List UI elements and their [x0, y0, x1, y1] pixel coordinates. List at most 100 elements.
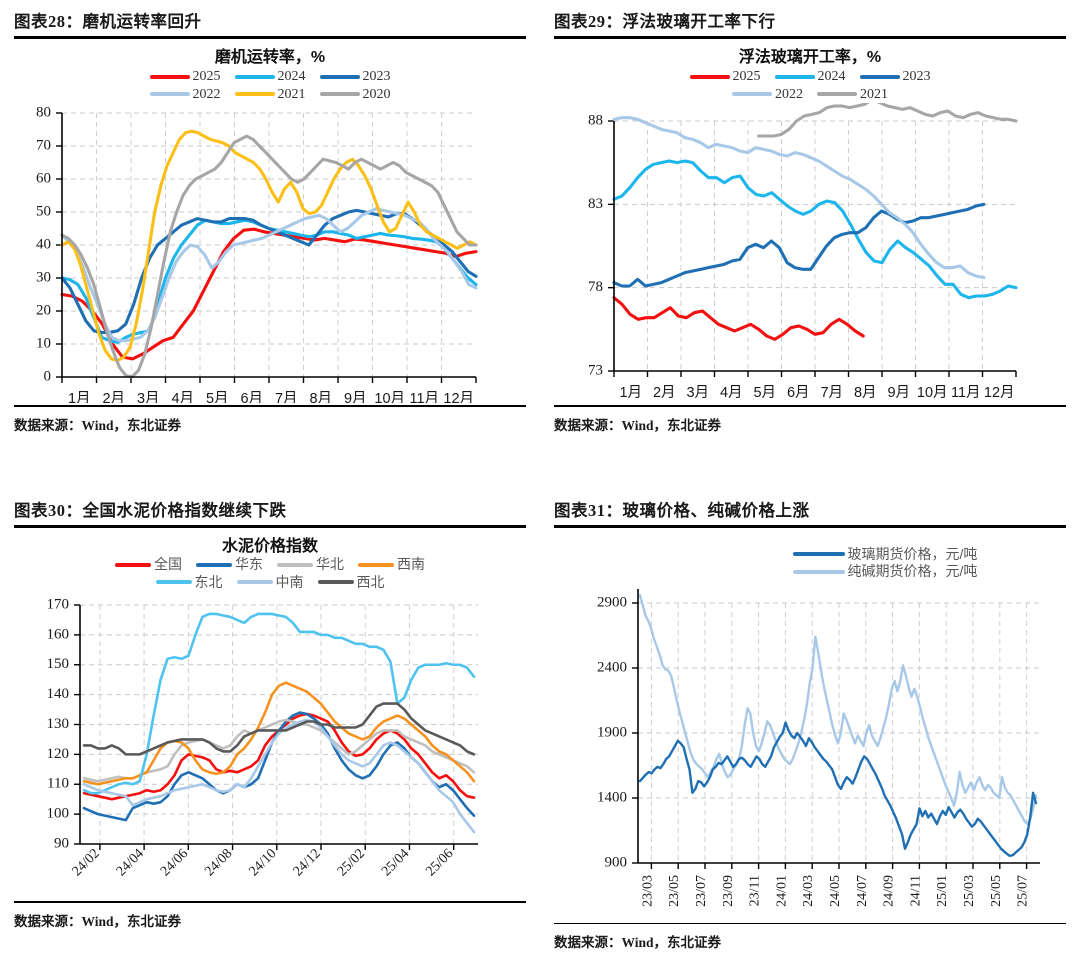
series-line-中南 [82, 718, 476, 834]
legend-color-swatch [236, 580, 273, 585]
series-line-2022 [612, 116, 986, 280]
legend-item[interactable]: 2022 [732, 86, 803, 104]
x-axis-tick-label: 2月 [653, 385, 676, 401]
legend-item-label: 华东 [235, 556, 263, 573]
x-axis-tick-label: 8月 [309, 391, 332, 403]
x-axis-tick-label: 23/05 [667, 875, 682, 907]
legend-item-label: 2023 [362, 69, 391, 85]
x-axis-tick-label: 4月 [720, 385, 743, 401]
y-axis-tick-label: 1900 [597, 724, 627, 740]
series-line-华北 [82, 718, 476, 783]
figure-31-divider [554, 525, 1066, 528]
x-axis-tick-label: 25/04 [379, 846, 412, 879]
y-axis-tick-label: 60 [36, 171, 51, 187]
x-axis-tick-label: 23/07 [694, 875, 709, 907]
chart-30-legend: 全国 华东 华北 西南东北 中南 西北 [0, 556, 540, 591]
series-line-2024 [612, 159, 1018, 300]
series-line-纯碱期货价格，元/吨 [638, 593, 1038, 825]
y-axis-tick-label: 40 [36, 237, 51, 253]
legend-color-swatch [149, 92, 190, 97]
legend-item[interactable]: 2024 [774, 68, 846, 86]
x-axis-tick-label: 1月 [68, 391, 91, 403]
legend-item[interactable]: 2023 [859, 68, 931, 86]
y-axis-tick-label: 150 [47, 656, 70, 672]
series-line-2025 [60, 227, 478, 361]
legend-color-swatch [358, 562, 394, 567]
series-line-2025 [612, 296, 865, 342]
legend-row: 玻璃期货价格，元/吨 [690, 546, 1080, 564]
x-axis-tick-label: 5月 [206, 391, 229, 403]
y-axis-tick-label: 170 [47, 597, 70, 613]
legend-item[interactable]: 2024 [234, 68, 306, 86]
legend-item[interactable]: 2022 [149, 86, 221, 104]
legend-item-label: 玻璃期货价格，元/吨 [847, 545, 978, 562]
legend-item[interactable]: 2021 [817, 86, 888, 104]
legend-color-swatch [317, 580, 354, 585]
y-axis-tick-label: 70 [36, 138, 51, 154]
legend-item[interactable]: 西北 [317, 574, 385, 592]
legend-item[interactable]: 2023 [319, 68, 391, 86]
legend-color-swatch [155, 580, 192, 585]
legend-item[interactable]: 2025 [689, 68, 761, 86]
legend-row: 东北 中南 西北 [0, 574, 540, 592]
legend-item[interactable]: 华北 [277, 556, 344, 574]
legend-color-swatch [817, 92, 857, 97]
x-axis-tick-label: 8月 [854, 385, 877, 401]
legend-item-label: 全国 [154, 556, 182, 573]
chart-31-plot: 900 1400 1900 2400 2900 23/03 23/05 23/07 23/09 2… [540, 581, 1080, 921]
figure-30-title: 图表30：全国水泥价格指数继续下跌 [14, 501, 287, 520]
figure-30-footer-divider [14, 901, 526, 903]
chart-29-legend: 2025 2024 2023 2022 2021 [540, 68, 1080, 103]
legend-item[interactable]: 全国 [115, 556, 182, 574]
panel-figure-29: 图表29：浮法玻璃开工率下行 浮法玻璃开工率，% 2025 2024 2023 202… [540, 0, 1080, 489]
x-axis-tick-label: 25/06 [423, 846, 456, 879]
y-axis-tick-label: 110 [47, 776, 69, 792]
x-axis-tick-label: 24/02 [70, 846, 103, 879]
x-axis-tick-label: 24/05 [828, 875, 843, 907]
legend-item[interactable]: 西南 [358, 556, 425, 574]
figure-28-divider [14, 36, 526, 39]
x-axis-tick-label: 23/03 [640, 875, 655, 907]
legend-row: 全国 华东 华北 西南 [0, 556, 540, 574]
figure-28-title: 图表28：磨机运转率回升 [14, 12, 202, 31]
legend-item-label: 2022 [775, 86, 803, 102]
y-axis-tick-label: 50 [36, 204, 51, 220]
figure-29-divider [554, 36, 1066, 39]
figure-31-source: 数据来源：Wind，东北证券 [554, 935, 722, 951]
x-axis-tick-label: 4月 [171, 391, 194, 403]
chart-28-legend: 2025 2024 2023 2022 2021 2020 [0, 68, 540, 103]
chart-28-plot: 0 10 20 30 40 50 60 70 80 1月 2月 3月 4月 5月 6月 7月 8月 9月 10月 11… [0, 103, 540, 403]
y-axis-tick-label: 100 [47, 806, 70, 822]
figure-30-divider [14, 525, 526, 528]
y-axis-tick-label: 0 [44, 369, 52, 385]
legend-color-swatch [234, 92, 275, 97]
legend-color-swatch [732, 92, 772, 97]
figure-29-source: 数据来源：Wind，东北证券 [554, 417, 722, 433]
y-axis-tick-label: 88 [588, 113, 603, 129]
x-axis-tick-label: 25/01 [935, 875, 950, 907]
legend-item[interactable]: 玻璃期货价格，元/吨 [792, 545, 978, 564]
y-axis-tick-label: 900 [605, 854, 628, 870]
x-axis-tick-label: 12月 [984, 385, 1015, 401]
legend-item-label: 2025 [732, 69, 761, 85]
x-axis-tick-label: 25/03 [962, 875, 977, 907]
legend-item-label: 2021 [277, 86, 306, 102]
legend-item[interactable]: 2021 [234, 86, 306, 104]
legend-color-swatch [277, 562, 313, 567]
figure-29-footer-divider [554, 405, 1066, 407]
series-line-西北 [82, 702, 476, 756]
legend-color-swatch [234, 74, 275, 79]
legend-item[interactable]: 纯碱期货价格，元/吨 [792, 563, 977, 581]
legend-item-label: 西南 [397, 556, 425, 573]
x-axis-tick-label: 1月 [619, 385, 642, 401]
legend-item[interactable]: 中南 [236, 573, 304, 592]
legend-item[interactable]: 2025 [149, 68, 221, 86]
x-axis-tick-label: 24/11 [908, 875, 923, 906]
figure-29-title: 图表29：浮法玻璃开工率下行 [554, 12, 776, 31]
legend-item-label: 中南 [275, 573, 304, 590]
legend-item[interactable]: 东北 [155, 574, 223, 592]
legend-item[interactable]: 2020 [319, 86, 391, 104]
legend-row: 2025 2024 2023 [540, 68, 1080, 86]
y-axis-tick-label: 20 [36, 303, 51, 319]
legend-item[interactable]: 华东 [196, 556, 263, 574]
